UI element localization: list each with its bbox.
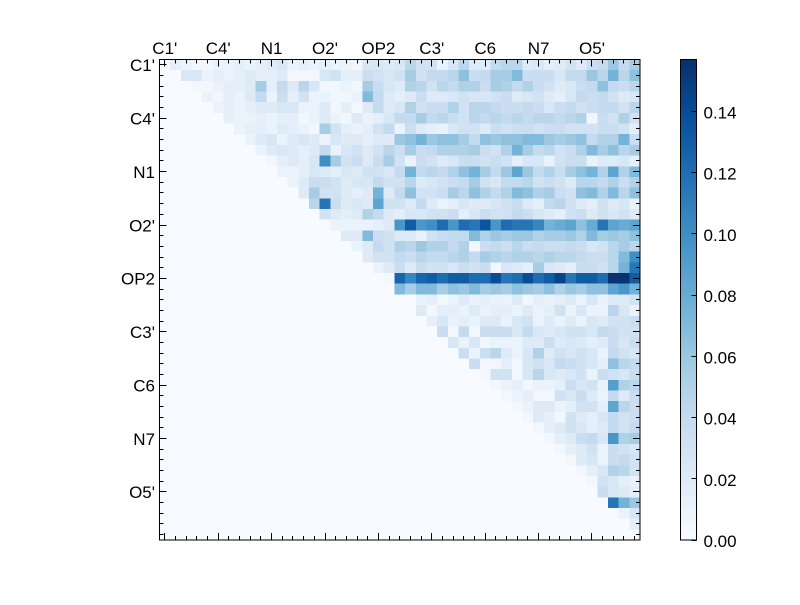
- svg-text:C3': C3': [419, 39, 444, 58]
- svg-text:0.02: 0.02: [704, 471, 737, 490]
- svg-text:C6: C6: [474, 39, 496, 58]
- svg-text:0.14: 0.14: [704, 104, 737, 123]
- svg-text:N1: N1: [133, 163, 155, 182]
- svg-text:0.08: 0.08: [704, 287, 737, 306]
- svg-text:OP2: OP2: [361, 39, 395, 58]
- svg-text:0.06: 0.06: [704, 348, 737, 367]
- svg-text:O2': O2': [312, 39, 338, 58]
- svg-text:O2': O2': [129, 216, 155, 235]
- svg-text:N7: N7: [528, 39, 550, 58]
- svg-text:C6: C6: [133, 377, 155, 396]
- svg-text:OP2: OP2: [121, 270, 155, 289]
- svg-text:C1': C1': [130, 56, 155, 75]
- svg-text:O5': O5': [129, 483, 155, 502]
- svg-text:C3': C3': [130, 323, 155, 342]
- svg-text:0.00: 0.00: [704, 532, 737, 551]
- svg-text:0.04: 0.04: [704, 410, 737, 429]
- svg-text:N1: N1: [261, 39, 283, 58]
- svg-text:C1': C1': [152, 39, 177, 58]
- svg-text:N7: N7: [133, 430, 155, 449]
- svg-text:C4': C4': [206, 39, 231, 58]
- svg-text:0.10: 0.10: [704, 226, 737, 245]
- svg-text:O5': O5': [579, 39, 605, 58]
- svg-text:0.12: 0.12: [704, 165, 737, 184]
- svg-text:C4': C4': [130, 110, 155, 129]
